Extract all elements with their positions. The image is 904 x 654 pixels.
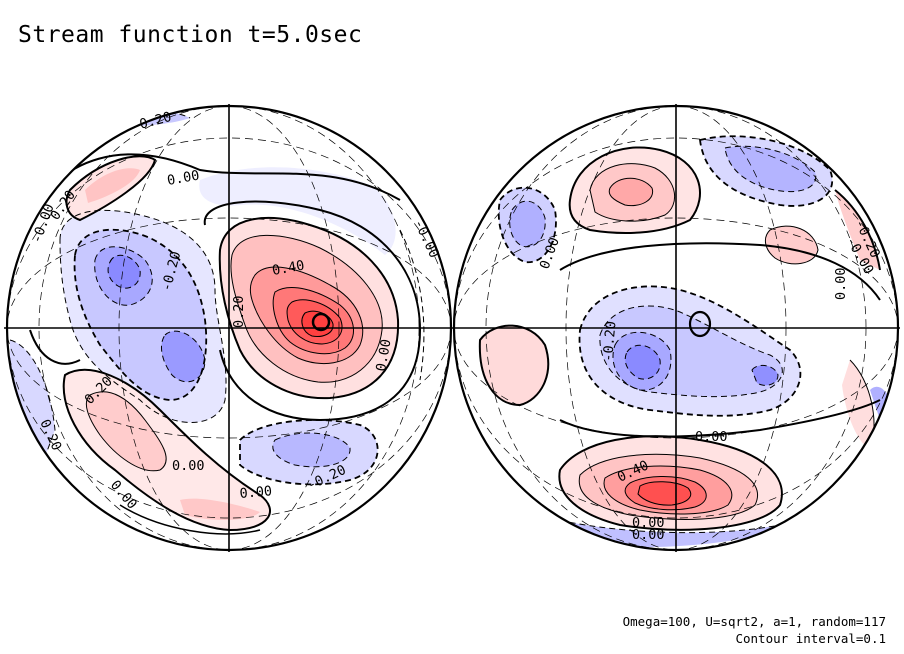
parameters-text: Omega=100, U=sqrt2, a=1, random=117 (622, 614, 886, 629)
plot-title: Stream function t=5.0sec (18, 22, 363, 48)
contour-label: -0.20 (600, 320, 619, 362)
contour-label: 0.20 (231, 295, 247, 328)
contour-label: 0.40 (271, 258, 306, 279)
contour-label: 0.00 (632, 527, 665, 543)
contour-label: 0.00 (166, 168, 201, 189)
contour-label: 0.00 (632, 515, 665, 531)
left-hemisphere: -0.20 0.20 0.00 -0.00 -0.20 0.40 0.20 0.… (4, 104, 454, 552)
contour-label: 0.00 (833, 267, 849, 300)
contour-label: 0.00 (172, 458, 205, 474)
contour-label: 0.00 (373, 338, 394, 373)
right-hemisphere: -0.00 -0.20 0.00 0.00 -0.20 0.00 0.40 0.… (452, 104, 900, 552)
contour-label: 0.00 (695, 429, 728, 445)
contour-label: 0.00 (239, 483, 273, 502)
contour-interval-text: Contour interval=0.1 (735, 631, 886, 646)
